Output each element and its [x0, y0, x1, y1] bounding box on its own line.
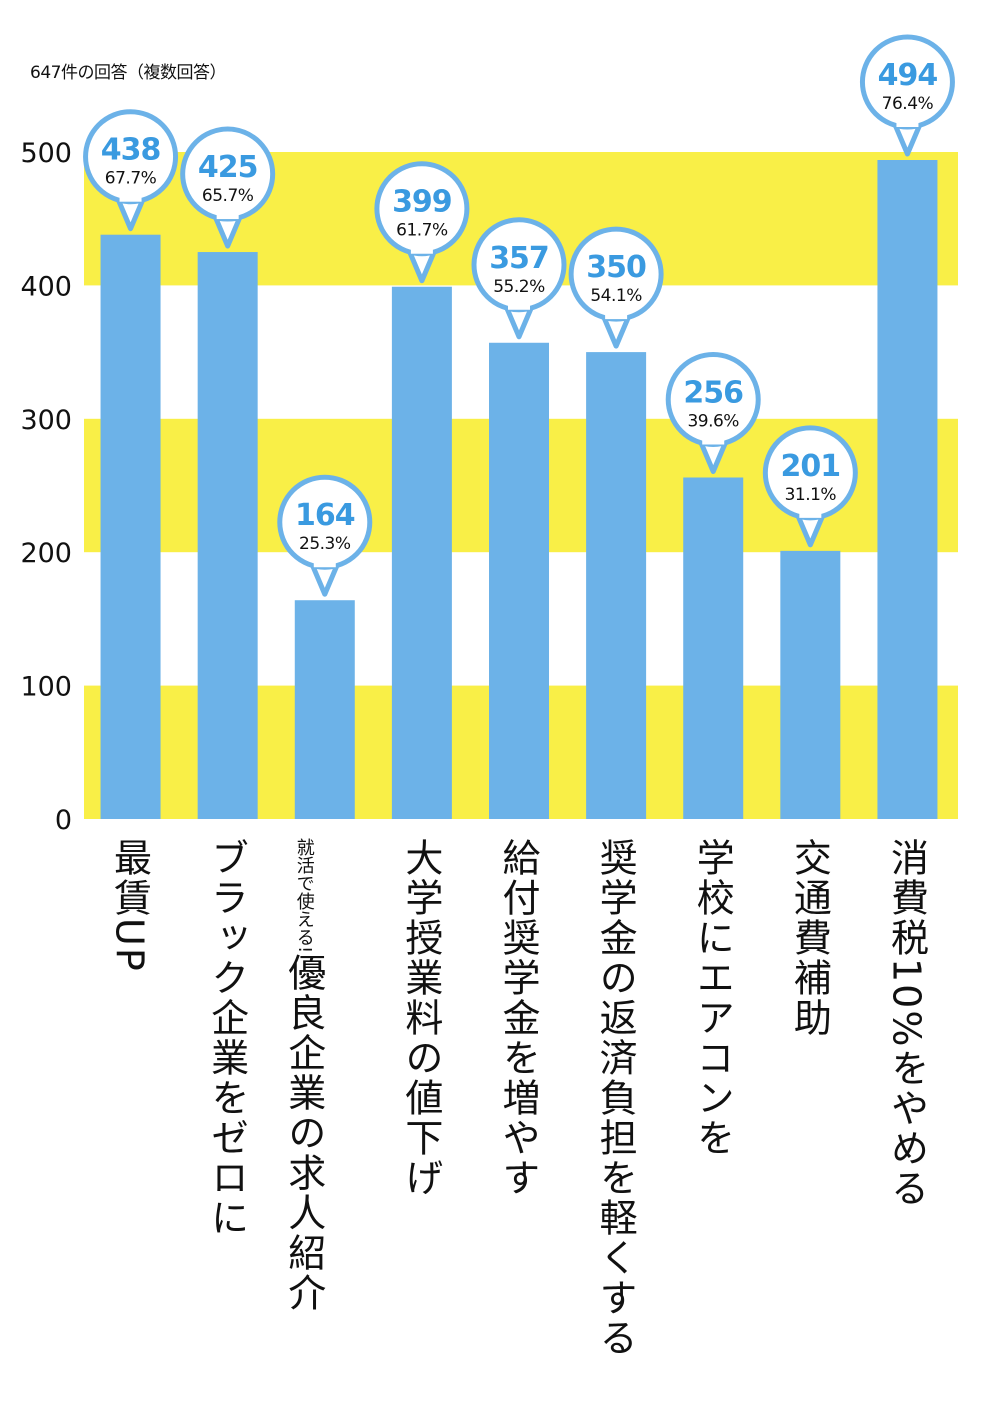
data-label-percent: 76.4%: [882, 94, 934, 114]
x-category-text: 最賃UP: [107, 838, 152, 973]
y-tick-label: 0: [55, 805, 72, 836]
x-category-text: 給付奨学金を増やす: [496, 838, 540, 1198]
data-label-value: 256: [683, 375, 743, 410]
bubble-joint: [702, 434, 725, 445]
y-tick-label: 200: [20, 538, 72, 569]
data-label-value: 399: [392, 185, 452, 220]
data-label-value: 201: [781, 449, 841, 484]
data-label-percent: 67.7%: [105, 169, 157, 189]
bar: [294, 600, 355, 819]
bar: [683, 477, 744, 819]
bar: [780, 550, 841, 819]
bubble-joint: [216, 209, 239, 220]
y-tick-label: 100: [20, 672, 72, 703]
bubble-joint: [410, 243, 433, 254]
data-label-percent: 55.2%: [493, 277, 545, 297]
bubble-joint: [605, 309, 628, 320]
x-category-label: 給付奨学金を増やす: [496, 838, 540, 1198]
bar: [391, 286, 452, 819]
bubble-joint: [508, 299, 530, 310]
data-label-value: 438: [101, 133, 161, 168]
data-label-value: 494: [878, 58, 938, 93]
x-category-label: 学校にエアコンを: [690, 838, 735, 1158]
bar: [877, 160, 938, 819]
y-tick-label: 500: [20, 138, 72, 169]
x-category-label: 消費税10%をやめる: [884, 838, 929, 1209]
y-tick-label: 300: [20, 405, 72, 436]
x-category-sublabel: 就活で使える!: [293, 838, 315, 954]
x-category-text: ブラック企業をゼロに: [204, 838, 249, 1238]
x-category-label: 交通費補助: [787, 838, 832, 1038]
bar: [100, 234, 161, 819]
x-category-label: 最賃UP: [107, 838, 152, 973]
data-label-percent: 65.7%: [202, 186, 254, 206]
x-category-text: 学校にエアコンを: [690, 838, 735, 1158]
data-label-value: 425: [198, 150, 258, 185]
x-category-text: 消費税10%をやめる: [884, 838, 929, 1209]
x-category-label: 就活で使える!優良企業の求人紹介: [281, 838, 326, 1314]
bubble-joint: [799, 507, 822, 518]
x-category-label: 奨学金の返済負担を軽くする: [593, 838, 638, 1358]
data-label-value: 350: [586, 250, 646, 285]
x-category-text: 交通費補助: [787, 838, 832, 1038]
bubble-joint: [896, 117, 919, 128]
x-category-text: 優良企業の求人紹介: [281, 953, 326, 1314]
data-label-value: 357: [489, 241, 549, 276]
y-tick-label: 400: [20, 271, 72, 302]
data-label-percent: 61.7%: [396, 221, 448, 241]
bar: [197, 252, 258, 820]
response-count-note: 647件の回答（複数回答）: [30, 63, 226, 83]
bar: [586, 352, 647, 819]
data-label-percent: 25.3%: [299, 534, 351, 554]
data-label-percent: 31.1%: [785, 485, 837, 505]
bubble-joint: [313, 557, 336, 568]
x-category-text: 大学授業料の値下げ: [398, 838, 443, 1198]
x-category-label: ブラック企業をゼロに: [204, 838, 249, 1238]
data-label-percent: 54.1%: [590, 286, 642, 306]
bar: [489, 342, 549, 819]
bubble-joint: [119, 191, 142, 202]
x-category-text: 奨学金の返済負担を軽くする: [593, 838, 638, 1358]
data-label-value: 164: [295, 498, 355, 533]
data-label-percent: 39.6%: [687, 411, 739, 431]
x-category-label: 大学授業料の値下げ: [398, 838, 443, 1198]
